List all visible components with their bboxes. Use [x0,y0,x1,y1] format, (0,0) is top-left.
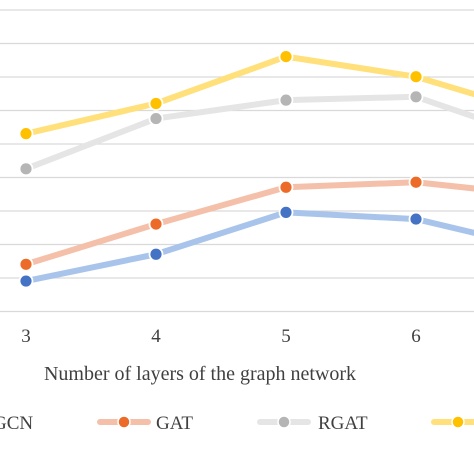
data-point [18,256,34,272]
series-lines [23,53,474,285]
x-tick-labels: 3 4 5 6 [21,326,421,347]
data-point [148,96,164,111]
data-point [278,204,294,220]
series-line-gcn [23,209,474,285]
x-tick-label: 3 [21,326,31,347]
legend-swatch-marker [117,415,131,429]
data-point [18,161,34,177]
series-markers [18,49,424,289]
data-point [408,174,424,190]
data-point [148,111,164,126]
data-point [278,49,294,64]
data-point [148,216,164,232]
data-point [18,273,34,289]
grid-lines [0,9,474,313]
legend-item: RGAT [257,413,368,434]
legend-swatch-marker [277,415,291,429]
data-point [278,92,294,108]
legend-label: RGAT [318,413,368,434]
legend-label: GCN [0,413,33,434]
x-axis-label: Number of layers of the graph network [44,363,356,385]
legend: GCN GAT RGAT [0,413,474,434]
legend-swatch-marker [451,415,465,429]
x-tick-label: 6 [411,326,421,347]
x-tick-label: 5 [281,326,291,347]
x-tick-label: 4 [151,326,161,347]
legend-item: GCN [0,413,33,434]
data-point [278,179,294,195]
data-point [18,126,34,142]
series-line-rgat [23,93,474,172]
legend-item [431,415,474,429]
legend-item: GAT [97,413,193,434]
data-point [148,246,164,262]
data-point [408,211,424,227]
data-point [408,89,424,105]
data-point [408,69,424,85]
legend-label: GAT [156,413,193,434]
